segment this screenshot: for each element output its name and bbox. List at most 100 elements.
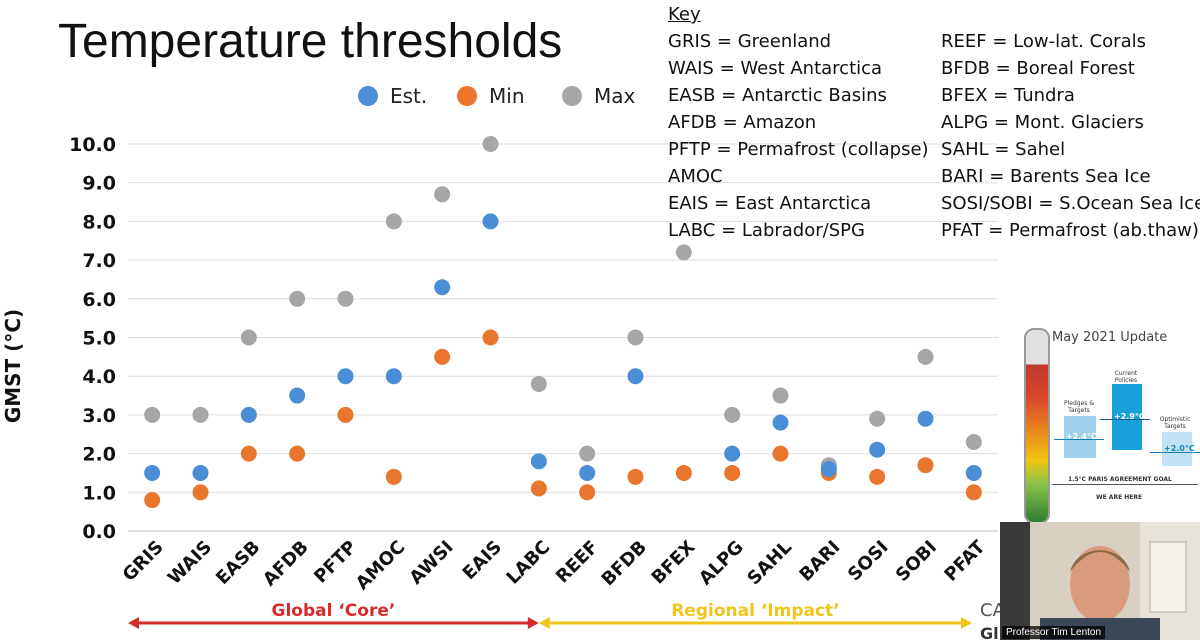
key-heading: Key <box>668 4 701 25</box>
thermometer-graphic <box>1024 328 1050 522</box>
webcam-video: Professor Tim Lenton <box>1000 522 1200 640</box>
y-tick-label: 3.0 <box>82 405 116 427</box>
x-tick-label: AMOC <box>352 537 410 595</box>
key-entry: SOSI/SOBI = S.Ocean Sea Ice <box>941 193 1200 214</box>
bar-current <box>1112 384 1142 450</box>
data-point-min <box>337 406 354 423</box>
data-point-min <box>289 445 306 462</box>
data-point-max <box>724 406 741 423</box>
y-tick-label: 0.0 <box>82 521 116 543</box>
y-tick-label: 4.0 <box>82 366 116 388</box>
data-point-max <box>965 433 982 450</box>
bar-label-optimistic: Optimistic Targets <box>1159 416 1191 430</box>
data-point-max <box>869 410 886 427</box>
data-point-min <box>530 480 547 497</box>
data-point-max <box>289 290 306 307</box>
y-axis-label: GMST (°C) <box>1 309 25 423</box>
x-tick-label: AWSI <box>406 537 458 589</box>
bar-value-pledges: +2.4°C <box>1066 432 1097 441</box>
key-entry: REEF = Low-lat. Corals <box>941 31 1146 52</box>
data-point-est <box>917 410 934 427</box>
key-column-impact: REEF = Low-lat. Corals BFDB = Boreal For… <box>941 31 1200 247</box>
data-point-max <box>675 244 692 261</box>
data-point-min <box>579 484 596 501</box>
data-point-est <box>289 387 306 404</box>
data-point-min <box>627 468 644 485</box>
key-entry: ALPG = Mont. Glaciers <box>941 112 1144 133</box>
x-tick-label: WAIS <box>164 537 216 589</box>
y-tick-label: 8.0 <box>82 211 116 233</box>
data-point-max <box>385 213 402 230</box>
legend-label: Est. <box>390 84 427 108</box>
slide-title: Temperature thresholds <box>58 15 563 68</box>
data-point-min <box>724 464 741 481</box>
y-tick-label: 9.0 <box>82 173 116 195</box>
key-entry: GRIS = Greenland <box>668 31 832 52</box>
x-tick-label: BARI <box>795 537 844 586</box>
data-point-est <box>820 461 837 478</box>
y-tick-label: 7.0 <box>82 250 116 272</box>
x-tick-label: EASB <box>212 537 264 589</box>
data-point-est <box>192 464 209 481</box>
key-entry: EAIS = East Antarctica <box>668 193 872 214</box>
data-point-max <box>434 186 451 203</box>
x-tick-label: GRIS <box>119 537 168 586</box>
paris-goal-label: 1.5°C PARIS AGREEMENT GOAL <box>1068 476 1172 483</box>
bar-value-current: +2.9°C <box>1114 412 1145 421</box>
paris-goal-line <box>1052 484 1198 485</box>
bar-marker-optimistic <box>1150 452 1200 453</box>
cropped-caption-text-2: Gl <box>980 624 999 643</box>
legend-label: Max <box>594 84 636 108</box>
key-entry: PFAT = Permafrost (ab.thaw) <box>941 220 1199 241</box>
bar-optimistic <box>1162 432 1192 466</box>
warming-projection-inset: May 2021 Update Pledges & Targets +2.4°C… <box>1004 326 1200 522</box>
data-point-est <box>579 464 596 481</box>
bar-marker-pledges <box>1054 439 1104 440</box>
cropped-caption-text: CA <box>980 600 1005 621</box>
x-tick-label: SAHL <box>743 537 796 590</box>
data-point-min <box>869 468 886 485</box>
y-tick-label: 1.0 <box>82 482 116 504</box>
x-tick-label: BFDB <box>598 537 652 591</box>
data-point-min <box>772 445 789 462</box>
data-point-est <box>627 368 644 385</box>
y-tick-label: 5.0 <box>82 328 116 350</box>
inset-title: May 2021 Update <box>1052 330 1168 345</box>
y-tick-label: 10.0 <box>69 134 116 156</box>
data-point-est <box>724 445 741 462</box>
key-panel: Key GRIS = Greenland WAIS = West Antarct… <box>668 4 1200 244</box>
bar-label-current: Current Policies <box>1114 370 1138 384</box>
x-tick-label: REEF <box>552 537 603 588</box>
data-point-max <box>337 290 354 307</box>
key-entry: AMOC <box>668 166 723 187</box>
data-point-max <box>917 348 934 365</box>
group-arrow-head <box>527 617 539 629</box>
group-label: Global ‘Core’ <box>271 601 395 621</box>
key-entry: LABC = Labrador/SPG <box>668 220 865 241</box>
data-point-max <box>240 329 257 346</box>
data-point-est <box>434 279 451 296</box>
key-entry: WAIS = West Antarctica <box>668 58 883 79</box>
data-point-est <box>869 441 886 458</box>
group-arrow-head <box>538 617 550 629</box>
category-groups: Global ‘Core’ Regional ‘Impact’ <box>128 601 972 629</box>
data-point-est <box>240 406 257 423</box>
y-tick-label: 6.0 <box>82 289 116 311</box>
legend-marker <box>457 86 477 106</box>
x-tick-label: SOSI <box>844 537 893 586</box>
data-point-est <box>772 414 789 431</box>
data-point-min <box>434 348 451 365</box>
data-point-est <box>482 213 499 230</box>
x-tick-label: LABC <box>503 537 555 589</box>
participant-name-label: Professor Tim Lenton <box>1002 626 1106 639</box>
data-point-min <box>965 484 982 501</box>
x-tick-label: EAIS <box>459 537 506 584</box>
key-entry: SAHL = Sahel <box>941 139 1066 160</box>
bar-pledges <box>1064 416 1096 458</box>
data-point-max <box>530 375 547 392</box>
bar-value-optimistic: +2.0°C <box>1164 444 1195 453</box>
data-point-max <box>579 445 596 462</box>
data-point-min <box>917 457 934 474</box>
threshold-chart: 0.0 1.0 2.0 3.0 4.0 5.0 6.0 7.0 8.0 9.0 10.0 GMST … <box>1 84 998 629</box>
